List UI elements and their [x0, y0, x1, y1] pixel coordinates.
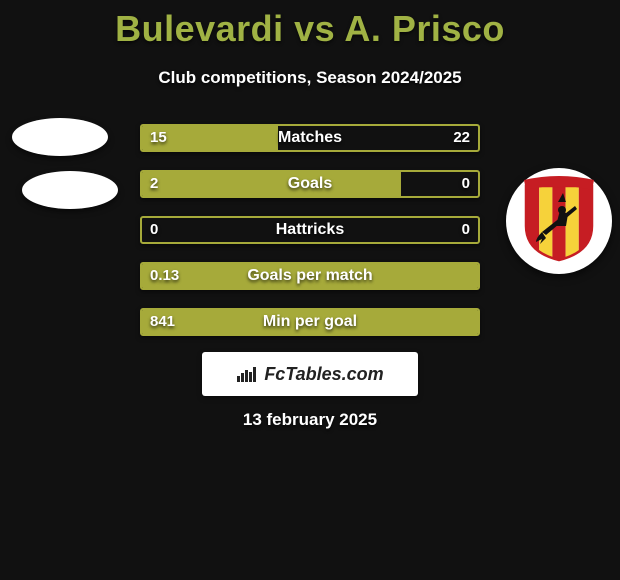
- page-subtitle: Club competitions, Season 2024/2025: [0, 68, 620, 88]
- stat-row-hattricks: 0 Hattricks 0: [140, 216, 480, 244]
- stat-right-value: 0: [462, 175, 470, 192]
- left-player-avatar-placeholder: [12, 118, 108, 156]
- brand-badge: FcTables.com: [202, 352, 418, 396]
- stat-label: Matches: [142, 129, 478, 147]
- stat-right-value: 0: [462, 221, 470, 238]
- stat-row-min-per-goal: 841 Min per goal: [140, 308, 480, 336]
- benevento-crest-icon: [522, 176, 596, 267]
- page-title: Bulevardi vs A. Prisco: [0, 0, 620, 50]
- stat-row-matches: 15 Matches 22: [140, 124, 480, 152]
- brand-text: FcTables.com: [264, 364, 383, 385]
- right-player-avatar: [506, 168, 612, 274]
- stat-row-goals: 2 Goals 0: [140, 170, 480, 198]
- stat-label: Min per goal: [142, 313, 478, 331]
- stats-bars: 15 Matches 22 2 Goals 0 0 Hattricks 0 0.…: [140, 124, 480, 354]
- bar-chart-icon: [236, 365, 258, 383]
- stat-row-goals-per-match: 0.13 Goals per match: [140, 262, 480, 290]
- stat-label: Hattricks: [142, 221, 478, 239]
- stat-right-value: 22: [453, 129, 470, 146]
- left-player-club-placeholder: [22, 171, 118, 209]
- stat-label: Goals: [142, 175, 478, 193]
- generated-date: 13 february 2025: [0, 410, 620, 430]
- stat-label: Goals per match: [142, 267, 478, 285]
